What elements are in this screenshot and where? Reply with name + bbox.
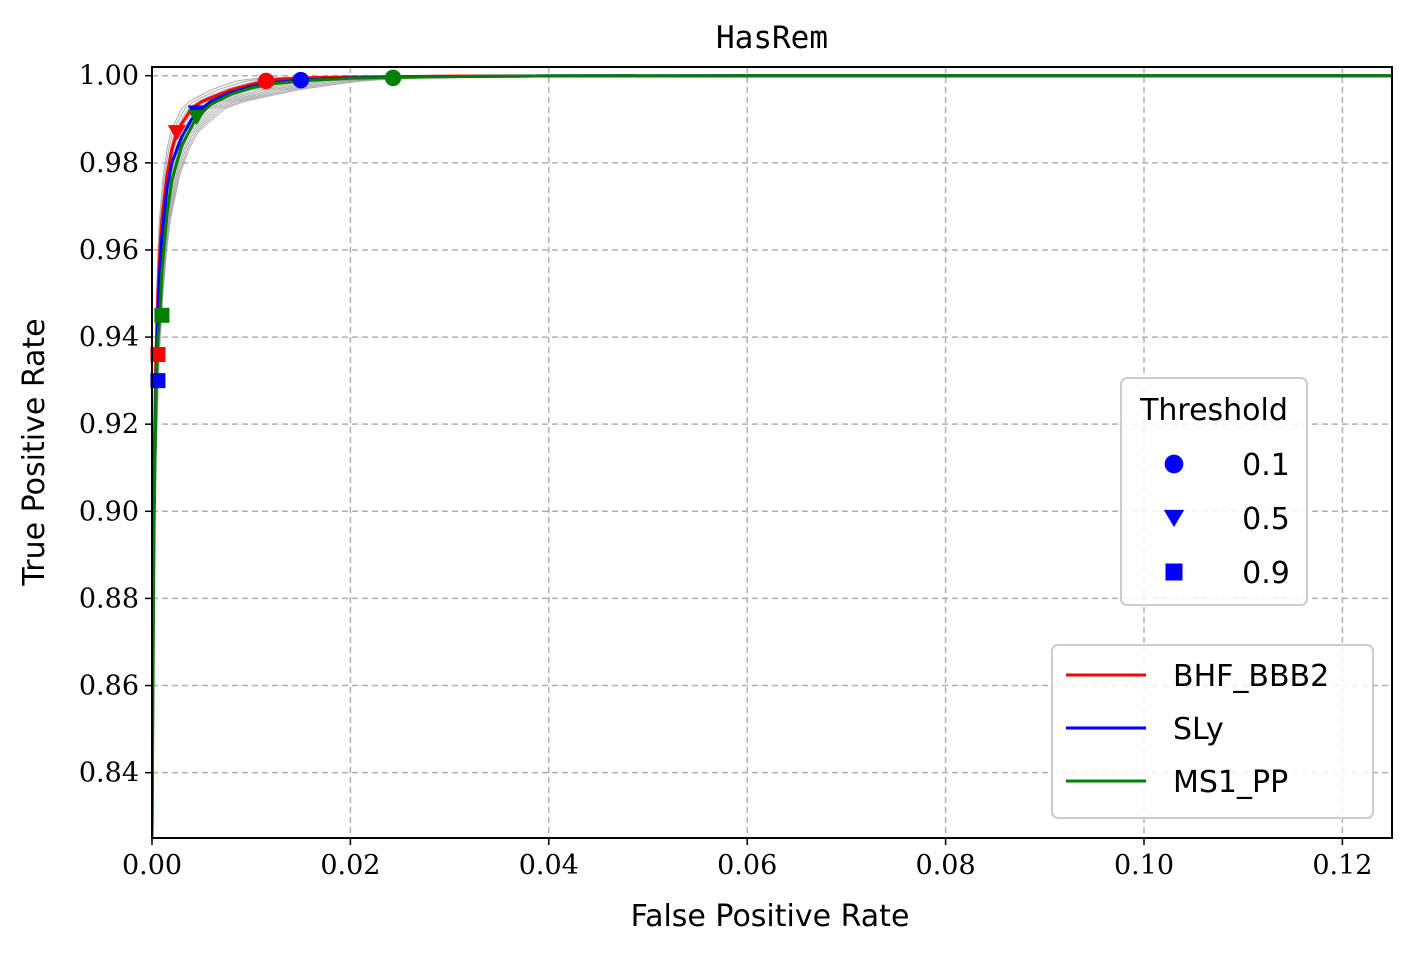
y-tick-label: 0.92	[79, 409, 139, 440]
y-tick-label: 0.90	[79, 496, 139, 527]
threshold-legend-marker	[1165, 563, 1183, 581]
x-axis-label: False Positive Rate	[631, 899, 910, 934]
x-tick-label: 0.04	[519, 850, 579, 881]
threshold-legend-entries: 0.1 0.5 0.9	[1163, 448, 1290, 591]
threshold-marker-circle	[384, 69, 402, 87]
threshold-marker-square	[154, 307, 170, 323]
x-tick-label: 0.06	[717, 850, 777, 881]
y-tick-label: 0.84	[79, 758, 139, 789]
series-legend-label: SLy	[1173, 712, 1224, 747]
threshold-marker-square	[150, 346, 166, 362]
threshold-marker-triangle-down	[167, 125, 186, 141]
threshold-marker-triangle-down	[187, 109, 206, 126]
threshold-legend: Threshold 0.1 0.5 0.9	[1120, 377, 1308, 606]
threshold-marker-square	[150, 373, 166, 389]
threshold-legend-label: 0.9	[1242, 556, 1290, 591]
y-tick-label: 0.96	[79, 235, 139, 266]
series-legend-box	[1051, 644, 1374, 819]
x-tick-label: 0.12	[1312, 850, 1372, 881]
x-ticks: 0.00 0.02 0.04 0.06 0.08 0.10 0.12	[122, 838, 1372, 881]
threshold-markers	[150, 69, 402, 389]
x-tick-label: 0.02	[320, 850, 380, 881]
series-legend-label: BHF_BBB2	[1173, 659, 1329, 694]
threshold-marker-circle	[257, 72, 275, 90]
series-legend-entries: BHF_BBB2 SLy MS1_PP	[1066, 659, 1329, 800]
chart-title: HasRem	[716, 20, 828, 56]
y-tick-label: 0.88	[79, 583, 139, 614]
threshold-legend-marker	[1164, 454, 1184, 474]
y-tick-label: 0.98	[79, 148, 139, 179]
threshold-marker-circle	[292, 71, 310, 89]
plot-frame	[151, 66, 1393, 839]
y-axis-label: True Positive Rate	[17, 318, 52, 586]
threshold-legend-label: 0.1	[1242, 448, 1290, 483]
threshold-legend-title: Threshold	[1139, 393, 1288, 428]
threshold-legend-box	[1120, 377, 1308, 606]
threshold-legend-marker	[1163, 509, 1185, 528]
threshold-legend-label: 0.5	[1242, 502, 1290, 537]
series-line-ms1-pp	[152, 74, 1392, 838]
series-legend-label: MS1_PP	[1173, 765, 1288, 800]
y-tick-label: 1.00	[79, 61, 139, 92]
x-tick-label: 0.08	[916, 850, 976, 881]
y-ticks: 0.84 0.86 0.88 0.90 0.92 0.94 0.96 0.98 1.00	[79, 61, 152, 789]
x-tick-label: 0.10	[1114, 850, 1174, 881]
x-tick-label: 0.00	[122, 850, 182, 881]
y-tick-label: 0.86	[79, 671, 139, 702]
y-tick-label: 0.94	[79, 322, 139, 353]
series-legend: BHF_BBB2 SLy MS1_PP	[1051, 644, 1374, 819]
